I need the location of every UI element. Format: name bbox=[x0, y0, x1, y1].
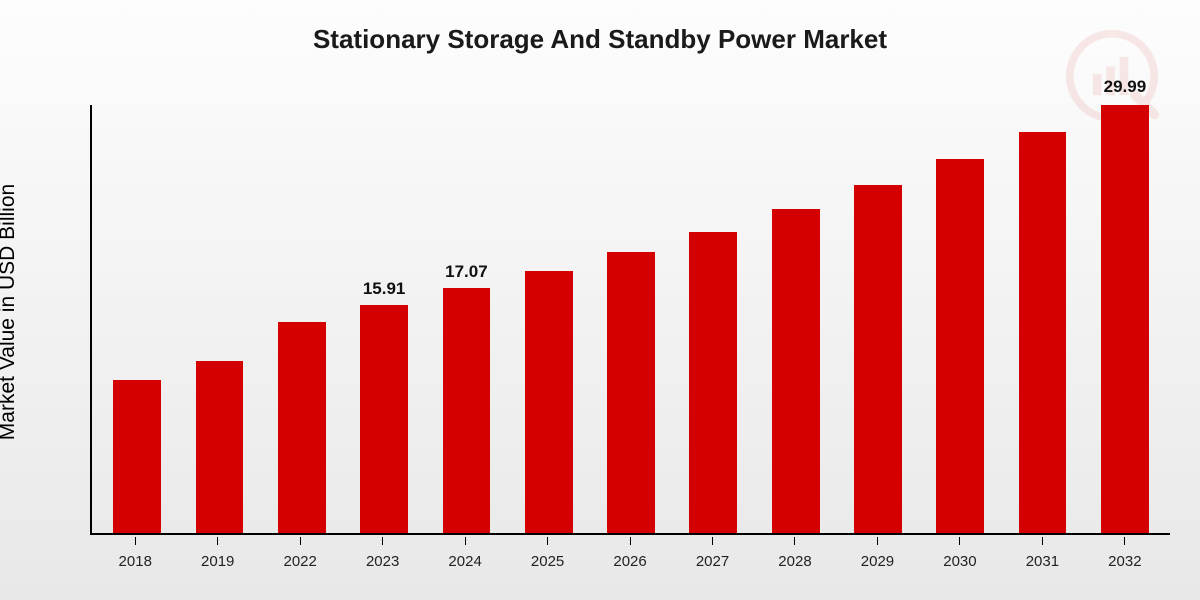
x-tick-group: 2028 bbox=[754, 537, 836, 570]
x-tick-group: 2031 bbox=[1001, 537, 1083, 570]
x-tick bbox=[465, 537, 466, 545]
bar-slot bbox=[1001, 105, 1083, 533]
x-tick bbox=[300, 537, 301, 545]
x-tick-group: 2022 bbox=[259, 537, 341, 570]
bar bbox=[1101, 105, 1149, 533]
x-axis-label: 2024 bbox=[448, 553, 481, 570]
bar-slot bbox=[96, 105, 178, 533]
chart-title: Stationary Storage And Standby Power Mar… bbox=[0, 24, 1200, 55]
x-tick-group: 2024 bbox=[424, 537, 506, 570]
x-tick bbox=[712, 537, 713, 545]
bar bbox=[936, 159, 984, 533]
x-tick-group: 2027 bbox=[671, 537, 753, 570]
plot-area: 15.91 17.07 29.99 bbox=[90, 105, 1170, 535]
x-tick bbox=[1124, 537, 1125, 545]
bar-slot bbox=[837, 105, 919, 533]
x-axis-label: 2023 bbox=[366, 553, 399, 570]
bar-slot: 29.99 bbox=[1084, 105, 1166, 533]
y-axis-label: Market Value in USD Billion bbox=[0, 184, 20, 440]
bar bbox=[196, 361, 244, 533]
x-tick-group: 2019 bbox=[176, 537, 258, 570]
x-axis-label: 2028 bbox=[778, 553, 811, 570]
x-tick bbox=[547, 537, 548, 545]
bar bbox=[525, 271, 573, 533]
x-tick bbox=[1042, 537, 1043, 545]
bar-slot bbox=[672, 105, 754, 533]
x-axis-label: 2027 bbox=[696, 553, 729, 570]
x-axis-label: 2031 bbox=[1026, 553, 1059, 570]
x-axis-label: 2025 bbox=[531, 553, 564, 570]
bar bbox=[360, 305, 408, 533]
bar bbox=[854, 185, 902, 533]
bar-slot: 17.07 bbox=[425, 105, 507, 533]
x-tick-group: 2032 bbox=[1084, 537, 1166, 570]
x-tick-group: 2025 bbox=[506, 537, 588, 570]
bars-container: 15.91 17.07 29.99 bbox=[92, 105, 1170, 533]
bar bbox=[113, 380, 161, 533]
bar bbox=[443, 288, 491, 533]
x-tick bbox=[794, 537, 795, 545]
bar bbox=[772, 209, 820, 533]
x-axis: 2018 2019 2022 2023 2024 2025 2026 2027 2028 2029… bbox=[90, 537, 1170, 570]
x-axis-label: 2019 bbox=[201, 553, 234, 570]
x-tick-group: 2026 bbox=[589, 537, 671, 570]
bar-value-label: 29.99 bbox=[1104, 77, 1147, 97]
x-tick bbox=[877, 537, 878, 545]
x-tick bbox=[959, 537, 960, 545]
x-tick bbox=[217, 537, 218, 545]
x-axis-label: 2026 bbox=[613, 553, 646, 570]
x-tick-group: 2030 bbox=[919, 537, 1001, 570]
x-axis-label: 2018 bbox=[119, 553, 152, 570]
bar bbox=[1019, 132, 1067, 533]
x-tick bbox=[630, 537, 631, 545]
x-tick-group: 2023 bbox=[341, 537, 423, 570]
x-axis-label: 2029 bbox=[861, 553, 894, 570]
bar-slot bbox=[755, 105, 837, 533]
bar-slot bbox=[508, 105, 590, 533]
bar bbox=[607, 252, 655, 533]
x-axis-label: 2030 bbox=[943, 553, 976, 570]
bar bbox=[278, 322, 326, 533]
bar-value-label: 17.07 bbox=[445, 262, 488, 282]
x-tick-group: 2029 bbox=[836, 537, 918, 570]
bar-slot bbox=[919, 105, 1001, 533]
x-tick-group: 2018 bbox=[94, 537, 176, 570]
bar-slot bbox=[590, 105, 672, 533]
bar-slot bbox=[178, 105, 260, 533]
x-tick bbox=[135, 537, 136, 545]
x-axis-label: 2022 bbox=[283, 553, 316, 570]
x-axis-label: 2032 bbox=[1108, 553, 1141, 570]
bar bbox=[689, 232, 737, 533]
x-tick bbox=[382, 537, 383, 545]
bar-slot bbox=[261, 105, 343, 533]
bar-value-label: 15.91 bbox=[363, 279, 406, 299]
bar-slot: 15.91 bbox=[343, 105, 425, 533]
